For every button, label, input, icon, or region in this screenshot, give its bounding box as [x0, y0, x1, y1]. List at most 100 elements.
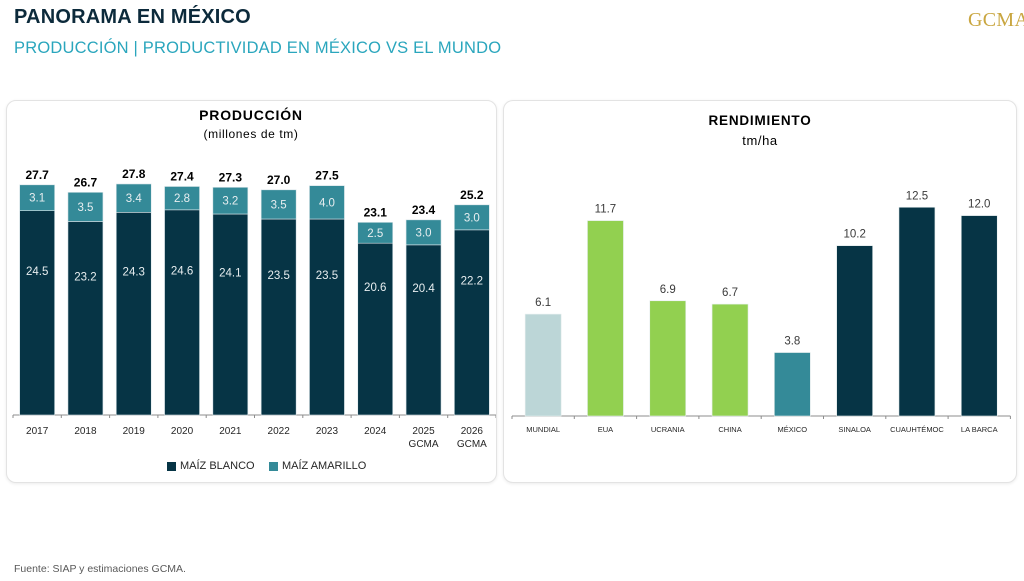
bar-maiz-blanco-2024 — [357, 242, 394, 416]
data-label-cuauhtemoc: 12.5 — [906, 190, 928, 202]
data-label-total: 26.7 — [74, 175, 98, 189]
x-tick-label: LA BARCA — [961, 425, 998, 434]
data-label-maiz-amarillo: 3.0 — [464, 212, 480, 224]
bar-china — [711, 303, 749, 417]
x-tick-label: MUNDIAL — [526, 425, 560, 434]
x-tick-label: CHINA — [718, 425, 741, 434]
x-tick-label: EUA — [598, 425, 613, 434]
yield-chart-panel: RENDIMIENTO tm/ha 6.1 MUNDIAL 11.7 EUA 6.9 UCRA… — [503, 100, 1017, 483]
yield-chart: RENDIMIENTO tm/ha 6.1 MUNDIAL 11.7 EUA 6.9 UCRA… — [511, 113, 1011, 434]
data-label-total: 27.4 — [170, 169, 194, 183]
data-label-maiz-blanco: 24.3 — [123, 267, 145, 279]
x-tick-label: CUAUHTÉMOC — [890, 425, 944, 434]
data-label-maiz-blanco: 24.1 — [219, 268, 241, 280]
legend-label-maiz-amarillo: MAÍZ AMARILLO — [282, 460, 367, 472]
data-label-maiz-amarillo: 3.5 — [271, 199, 287, 211]
x-tick-label: 2020 — [171, 426, 194, 437]
data-label-maiz-blanco: 20.6 — [364, 282, 386, 294]
data-label-maiz-blanco: 22.2 — [461, 275, 483, 287]
bar-mexico — [774, 352, 811, 417]
bar-maiz-blanco-2019 — [115, 212, 152, 416]
production-chart: PRODUCCIÓN (millones de tm) 24.5 3.1 27.7 201… — [12, 106, 496, 450]
data-label-total: 27.8 — [122, 167, 146, 181]
bar-sinaloa — [836, 245, 873, 417]
data-label-eua: 11.7 — [595, 204, 617, 216]
x-tick-label: 2023 — [316, 426, 339, 437]
data-label-maiz-blanco: 23.5 — [267, 270, 289, 282]
data-label-mexico: 3.8 — [784, 336, 800, 348]
chart-title: RENDIMIENTO — [708, 113, 811, 128]
bar-maiz-blanco-2020 — [164, 209, 200, 416]
data-label-maiz-amarillo: 4.0 — [319, 197, 335, 209]
x-tick-label: 2022 — [268, 426, 291, 437]
bar-maiz-amarillo-2017 — [19, 184, 55, 211]
x-tick-label: 2024 — [364, 426, 387, 437]
bar-maiz-amarillo-2023 — [309, 185, 345, 220]
bar-maiz-amarillo-2024 — [357, 222, 394, 244]
bar-maiz-blanco-2022 — [260, 218, 297, 416]
data-label-maiz-amarillo: 3.4 — [126, 193, 143, 205]
source-note: Fuente: SIAP y estimaciones GCMA. — [14, 563, 186, 575]
bar-maiz-amarillo-2026-gcma — [454, 204, 490, 231]
page-title: PANORAMA EN MÉXICO — [14, 6, 251, 28]
bar-maiz-amarillo-2019 — [115, 183, 152, 213]
data-label-total: 27.5 — [315, 169, 339, 183]
bar-maiz-blanco-2026-gcma — [454, 229, 490, 416]
x-tick-label: SINALOA — [838, 425, 871, 434]
data-label-ucrania: 6.9 — [660, 284, 676, 296]
page-subtitle: PRODUCCIÓN | PRODUCTIVIDAD EN MÉXICO VS … — [14, 39, 502, 57]
data-label-total: 27.7 — [25, 168, 49, 182]
x-tick-label: MÉXICO — [778, 425, 808, 434]
x-tick-label: 2017 — [26, 426, 49, 437]
legend-item-maiz-amarillo: MAÍZ AMARILLO — [269, 460, 366, 472]
data-label-mundial: 6.1 — [535, 297, 551, 309]
bar-eua — [587, 220, 624, 417]
bar-maiz-amarillo-2018 — [67, 192, 104, 222]
bar-maiz-amarillo-2020 — [164, 186, 200, 211]
bar-maiz-amarillo-2021 — [212, 187, 249, 215]
x-tick-label: 2019 — [123, 426, 146, 437]
legend-label-maiz-blanco: MAÍZ BLANCO — [180, 460, 255, 472]
data-label-maiz-blanco: 20.4 — [412, 283, 435, 295]
bar-maiz-blanco-2017 — [19, 210, 55, 416]
x-tick-label: GCMA — [409, 439, 439, 450]
chart-subtitle: tm/ha — [742, 133, 778, 148]
data-label-total: 27.3 — [219, 170, 243, 184]
data-label-maiz-blanco: 24.5 — [26, 266, 48, 278]
chart-title: PRODUCCIÓN — [199, 106, 303, 123]
legend-swatch-maiz-amarillo — [269, 461, 278, 471]
data-label-sinaloa: 10.2 — [843, 229, 865, 241]
x-tick-label: 2018 — [74, 426, 97, 437]
bar-la-barca — [960, 215, 998, 417]
data-label-maiz-blanco: 24.6 — [171, 265, 193, 277]
data-label-maiz-amarillo: 3.0 — [416, 227, 432, 239]
data-label-maiz-amarillo: 2.5 — [367, 228, 383, 240]
bar-ucrania — [649, 300, 687, 417]
x-tick-label: UCRANIA — [651, 425, 685, 434]
bar-cuauhtemoc — [898, 206, 936, 417]
data-label-la-barca: 12.0 — [968, 199, 990, 211]
data-label-maiz-blanco: 23.5 — [316, 270, 338, 282]
legend-item-maiz-blanco: MAÍZ BLANCO — [167, 460, 255, 472]
data-label-total: 23.1 — [364, 205, 388, 219]
data-label-maiz-amarillo: 3.2 — [222, 196, 238, 208]
bar-maiz-blanco-2025-gcma — [405, 244, 442, 416]
bar-maiz-amarillo-2025-gcma — [405, 219, 442, 246]
bar-maiz-amarillo-2022 — [260, 189, 297, 220]
x-tick-label: 2026 — [461, 426, 484, 437]
x-tick-label: 2021 — [219, 426, 242, 437]
data-label-maiz-amarillo: 3.5 — [77, 202, 93, 214]
bar-maiz-blanco-2021 — [212, 213, 249, 416]
data-label-total: 25.2 — [460, 188, 484, 202]
production-chart-panel: PRODUCCIÓN (millones de tm) 24.5 3.1 27.7 201… — [6, 100, 497, 483]
data-label-maiz-amarillo: 2.8 — [174, 193, 190, 205]
legend-swatch-maiz-blanco — [167, 461, 176, 471]
data-label-maiz-blanco: 23.2 — [74, 271, 96, 283]
bar-maiz-blanco-2018 — [67, 221, 104, 416]
data-label-maiz-amarillo: 3.1 — [29, 193, 45, 205]
bar-mundial — [524, 313, 562, 417]
x-tick-label: 2025 — [412, 426, 435, 437]
chart-subtitle: (millones de tm) — [204, 127, 299, 141]
data-label-total: 27.0 — [267, 173, 291, 187]
data-label-total: 23.4 — [412, 203, 436, 217]
